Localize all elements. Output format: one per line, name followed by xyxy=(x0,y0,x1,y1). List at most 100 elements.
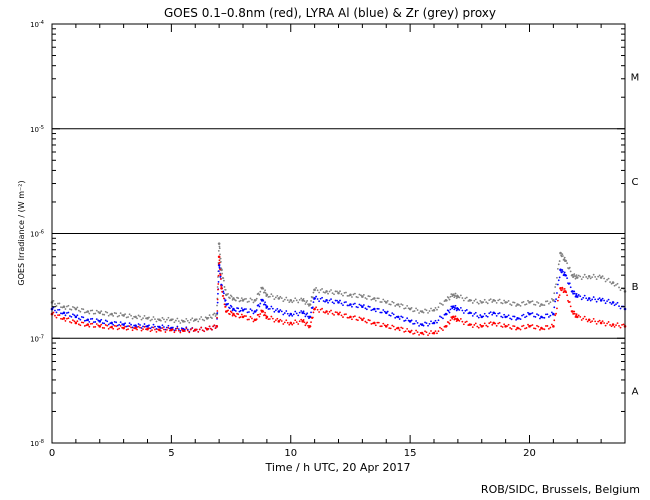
data-point xyxy=(430,330,432,332)
data-point xyxy=(228,307,231,310)
data-point xyxy=(570,290,573,293)
data-point xyxy=(622,323,625,326)
data-point xyxy=(103,322,106,325)
data-point xyxy=(209,327,212,330)
data-point xyxy=(591,298,594,301)
data-point xyxy=(251,298,253,301)
data-point xyxy=(428,322,431,325)
data-point xyxy=(82,316,85,319)
data-point xyxy=(95,309,98,312)
data-point xyxy=(54,303,56,305)
data-point xyxy=(274,319,277,322)
data-point xyxy=(556,276,558,279)
data-point xyxy=(198,328,201,331)
data-point xyxy=(311,306,314,309)
data-point xyxy=(453,318,456,321)
data-point xyxy=(305,313,308,316)
data-point xyxy=(283,312,286,314)
data-point xyxy=(267,296,270,298)
data-point xyxy=(594,298,597,301)
data-point xyxy=(265,307,268,309)
data-point xyxy=(245,308,247,310)
data-point xyxy=(359,317,362,320)
data-point xyxy=(137,323,140,325)
data-point xyxy=(545,300,547,303)
data-point xyxy=(549,326,552,329)
data-point xyxy=(609,301,611,304)
data-point xyxy=(283,298,286,301)
data-point xyxy=(104,319,107,322)
data-point xyxy=(213,324,216,327)
data-point xyxy=(216,301,219,304)
data-point xyxy=(424,321,426,324)
data-point xyxy=(392,301,395,304)
data-point xyxy=(400,315,403,318)
data-point xyxy=(452,305,455,308)
data-point xyxy=(398,318,401,320)
data-point xyxy=(104,324,107,326)
data-point xyxy=(327,313,329,315)
data-point xyxy=(311,316,314,319)
data-point xyxy=(239,309,242,312)
data-point xyxy=(431,309,434,312)
data-point xyxy=(66,305,68,308)
data-point xyxy=(80,316,83,318)
data-point xyxy=(451,307,454,310)
data-point xyxy=(89,322,92,325)
data-point xyxy=(374,310,377,313)
data-point xyxy=(152,316,155,318)
data-point xyxy=(67,317,70,320)
data-point xyxy=(264,292,267,294)
data-point xyxy=(82,321,85,324)
data-point xyxy=(454,315,457,318)
data-point xyxy=(547,316,550,318)
data-point xyxy=(136,317,138,320)
data-point xyxy=(454,292,457,295)
data-point xyxy=(145,325,147,328)
data-point xyxy=(527,299,529,302)
data-point xyxy=(524,316,526,319)
data-point xyxy=(164,320,167,323)
data-point xyxy=(554,300,557,303)
data-point xyxy=(587,318,591,322)
data-point xyxy=(342,294,344,297)
data-point xyxy=(246,301,249,303)
data-point xyxy=(595,278,598,281)
data-point xyxy=(217,274,220,277)
data-point xyxy=(74,315,78,319)
data-point xyxy=(418,324,420,327)
data-point xyxy=(230,311,233,314)
data-point xyxy=(173,331,176,334)
data-point xyxy=(331,292,334,294)
data-point xyxy=(252,320,255,323)
data-point xyxy=(437,330,440,333)
data-point xyxy=(295,321,298,324)
data-point xyxy=(300,318,303,321)
data-point xyxy=(198,318,201,320)
data-point xyxy=(388,327,391,330)
data-point xyxy=(316,298,319,300)
data-point xyxy=(259,290,262,293)
data-point xyxy=(598,274,601,277)
class-label-b: B xyxy=(632,282,639,293)
data-point xyxy=(165,318,168,321)
data-point xyxy=(182,320,185,323)
data-point xyxy=(155,330,158,333)
data-point xyxy=(125,325,128,328)
data-point xyxy=(361,295,364,298)
series-layer xyxy=(50,242,627,337)
data-point xyxy=(420,331,424,335)
data-point xyxy=(476,301,479,304)
data-point xyxy=(575,274,578,277)
data-point xyxy=(355,305,358,308)
data-point xyxy=(396,315,400,319)
data-point xyxy=(365,308,368,311)
data-point xyxy=(470,299,473,302)
data-point xyxy=(103,327,106,329)
data-point xyxy=(106,320,109,323)
data-point xyxy=(558,294,561,296)
data-point xyxy=(586,277,589,280)
data-point xyxy=(268,307,271,310)
data-point xyxy=(575,275,577,278)
data-point xyxy=(163,328,165,331)
